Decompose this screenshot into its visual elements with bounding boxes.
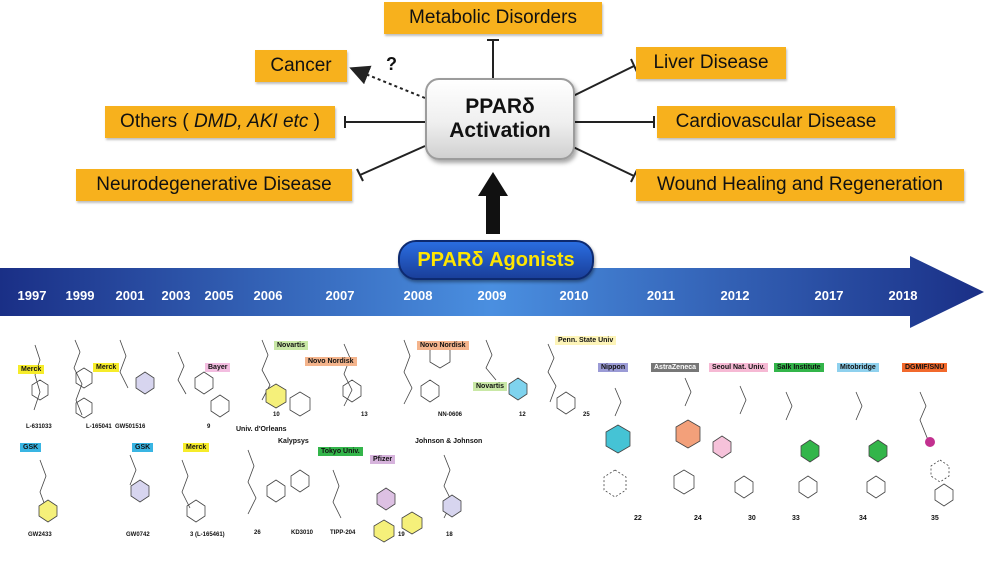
company-merck-2: Merck — [93, 363, 120, 372]
compound-26: 26 — [254, 530, 261, 536]
compound-13: 13 — [361, 412, 368, 418]
compound-tipp204: TIPP-204 — [330, 530, 356, 536]
compound-30: 30 — [748, 515, 756, 522]
year-2018: 2018 — [888, 288, 918, 303]
inhibit-others — [344, 116, 425, 128]
year-2001: 2001 — [115, 288, 145, 303]
inhibit-cardio — [571, 116, 655, 128]
company-kalypsys: Kalypsys — [275, 437, 312, 446]
compound-nn0606: NN-0606 — [438, 412, 463, 418]
compound-33: 33 — [792, 515, 800, 522]
compound-34: 34 — [859, 515, 867, 522]
company-bayer: Bayer — [205, 363, 231, 372]
year-2007: 2007 — [325, 288, 355, 303]
others-italic: DMD, AKI etc — [193, 111, 309, 132]
compound-l631033: L-631033 — [26, 424, 52, 430]
company-penn-state: Penn. State Univ — [555, 336, 617, 345]
company-gsk-1: GSK — [20, 443, 42, 452]
company-nippon: Nippon — [598, 363, 629, 372]
cardiovascular-disease-box: Cardiovascular Disease — [657, 106, 895, 138]
neurodegenerative-disease-box: Neurodegenerative Disease — [76, 169, 352, 201]
year-2006: 2006 — [253, 288, 283, 303]
compound-gw501516: GW501516 — [115, 424, 146, 430]
company-pfizer: Pfizer — [370, 455, 396, 464]
timeline-arrow — [0, 256, 984, 328]
compound-12: 12 — [519, 412, 526, 418]
compound-24: 24 — [694, 515, 702, 522]
company-johnson-johnson: Johnson & Johnson — [412, 437, 486, 446]
compound-25: 25 — [583, 412, 590, 418]
company-salk-institute: Salk Institute — [774, 363, 824, 372]
compound-22: 22 — [634, 515, 642, 522]
others-prefix: Others ( — [120, 111, 194, 132]
metabolic-disorders-box: Metabolic Disorders — [384, 2, 602, 34]
liver-disease-box: Liver Disease — [636, 47, 786, 79]
year-2008: 2008 — [403, 288, 433, 303]
year-2009: 2009 — [477, 288, 507, 303]
ppar-activation-line1: PPARδ — [465, 95, 535, 118]
company-novartis-1: Novartis — [274, 341, 309, 350]
compound-35: 35 — [931, 515, 939, 522]
others-suffix: ) — [308, 111, 320, 132]
up-arrow — [478, 172, 508, 234]
year-2011: 2011 — [646, 288, 676, 303]
dotted-arrow-cancer — [349, 65, 426, 99]
year-2010: 2010 — [559, 288, 589, 303]
company-dgmif-snu: DGMIF/SNU — [902, 363, 948, 372]
ppar-activation-line2: Activation — [449, 119, 551, 142]
year-2017: 2017 — [814, 288, 844, 303]
wound-healing-box: Wound Healing and Regeneration — [636, 169, 964, 201]
company-seoul-nat-univ: Seoul Nat. Univ. — [709, 363, 768, 372]
year-2012: 2012 — [720, 288, 750, 303]
compound-gw0742: GW0742 — [126, 532, 150, 538]
year-1997: 1997 — [17, 288, 47, 303]
ppar-agonists-label: PPARδ Agonists — [398, 240, 594, 280]
compound-10: 10 — [273, 412, 280, 418]
question-mark: ? — [386, 54, 397, 74]
compound-kd3010: KD3010 — [291, 530, 314, 536]
compound-l165041: L-165041 — [86, 424, 112, 430]
compound-18: 18 — [446, 532, 453, 538]
company-mitobridge: Mitobridge — [837, 363, 879, 372]
company-univ-orleans: Univ. d'Orleans — [233, 425, 290, 434]
cancer-box: Cancer — [255, 50, 347, 82]
company-merck-3: Merck — [183, 443, 210, 452]
compound-19: 19 — [398, 532, 405, 538]
company-astrazeneca: AstraZeneca — [651, 363, 700, 372]
inhibit-neuro — [356, 145, 426, 182]
compound-gw2433: GW2433 — [28, 532, 52, 538]
compound-9: 9 — [207, 424, 211, 430]
ppar-activation-box: PPARδ Activation — [425, 78, 575, 160]
company-novo-nordisk-2: Novo Nordisk — [417, 341, 469, 350]
inhibit-metabolic — [487, 39, 499, 78]
year-2003: 2003 — [161, 288, 191, 303]
company-gsk-2: GSK — [132, 443, 154, 452]
company-tokyo-univ: Tokyo Univ. — [318, 447, 363, 456]
company-novartis-2: Novartis — [473, 382, 508, 391]
year-2005: 2005 — [204, 288, 234, 303]
company-novo-nordisk-1: Novo Nordisk — [305, 357, 357, 366]
compound-3: 3 (L-165461) — [190, 532, 225, 538]
year-1999: 1999 — [65, 288, 95, 303]
others-box: Others ( DMD, AKI etc ) — [105, 106, 335, 138]
company-merck-1: Merck — [18, 365, 45, 374]
